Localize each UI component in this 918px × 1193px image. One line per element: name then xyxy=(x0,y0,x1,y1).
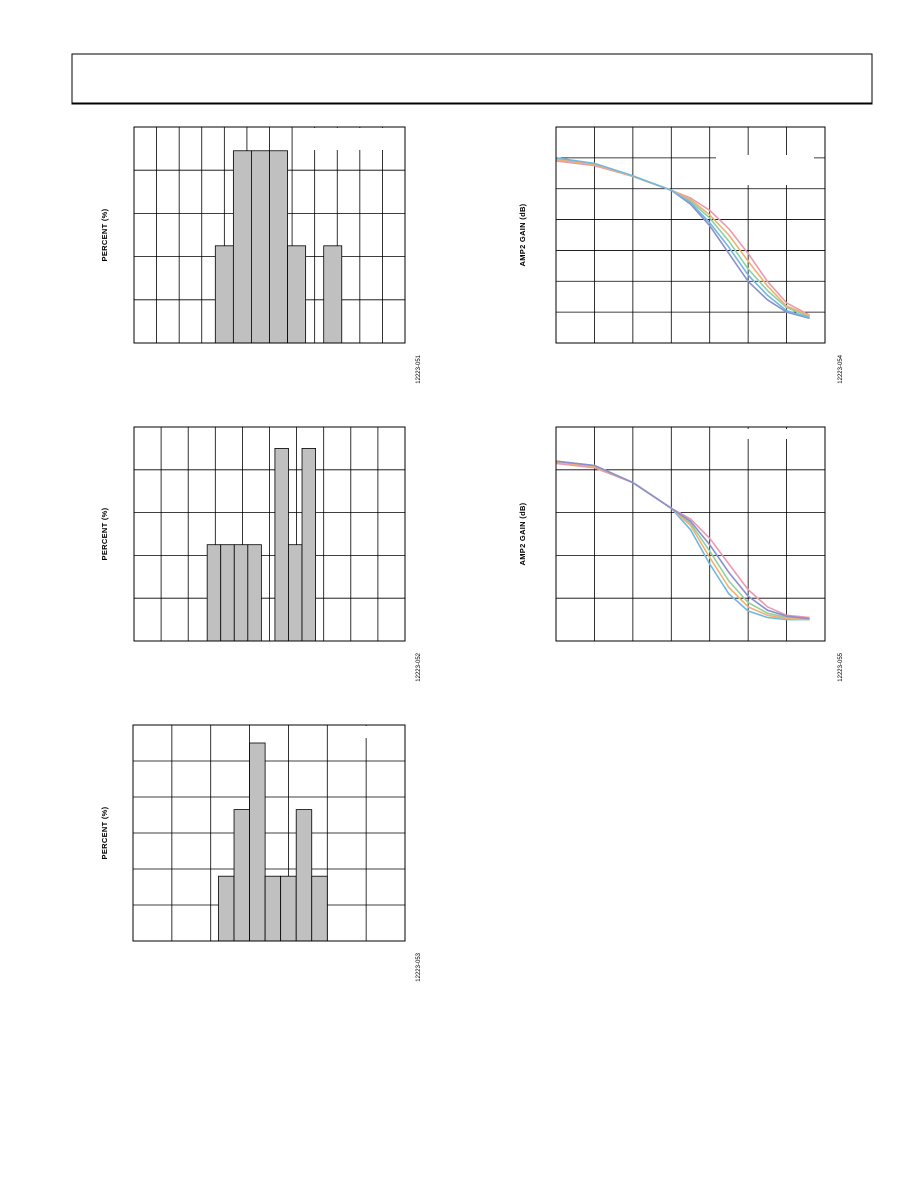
bar xyxy=(295,809,313,942)
header-box xyxy=(71,53,873,105)
chart: AMP2 GAIN (dB) 12223-054 xyxy=(518,126,844,384)
bar xyxy=(287,245,307,344)
chart: PERCENT (%) 12223-052 xyxy=(100,426,422,682)
figure-id: 12223-053 xyxy=(416,952,422,981)
legend-area xyxy=(330,726,394,738)
bar xyxy=(288,544,303,642)
bar xyxy=(206,544,222,642)
bar xyxy=(233,544,249,642)
bar xyxy=(323,245,343,344)
legend-area xyxy=(300,128,388,150)
bar xyxy=(301,447,316,642)
bar xyxy=(218,875,235,942)
figure-id: 12223-055 xyxy=(838,652,844,681)
bar xyxy=(249,742,266,942)
bar xyxy=(233,809,250,942)
plot-frame xyxy=(555,426,826,642)
series-line xyxy=(555,157,810,319)
y-axis-label: AMP2 GAIN (dB) xyxy=(518,203,527,266)
bar xyxy=(247,544,262,642)
y-axis-label: PERCENT (%) xyxy=(100,507,109,560)
legend-area xyxy=(716,155,814,185)
figure-id: 12223-054 xyxy=(838,354,844,383)
plot-frame xyxy=(555,126,826,344)
bar xyxy=(280,875,297,942)
bar xyxy=(251,150,270,344)
bar xyxy=(274,447,289,642)
bar xyxy=(264,875,282,942)
chart: PERCENT (%) 12223-053 xyxy=(100,724,422,982)
bar xyxy=(311,875,328,942)
plot-frame xyxy=(133,426,406,642)
y-axis-label: PERCENT (%) xyxy=(100,208,109,261)
series-line xyxy=(555,460,810,620)
y-axis-label: PERCENT (%) xyxy=(100,806,109,859)
bar xyxy=(214,245,234,344)
bar xyxy=(269,150,288,344)
bar xyxy=(220,544,235,642)
plot-frame xyxy=(132,724,406,942)
legend-area xyxy=(716,429,814,439)
chart: PERCENT (%) 12223-051 xyxy=(100,126,422,384)
figure-id: 12223-051 xyxy=(416,354,422,383)
plot-frame xyxy=(133,126,406,344)
bar xyxy=(232,150,252,344)
figure-id: 12223-052 xyxy=(416,652,422,681)
chart: AMP2 GAIN (dB) 12223-055 xyxy=(518,426,844,682)
y-axis-label: AMP2 GAIN (dB) xyxy=(518,502,527,565)
